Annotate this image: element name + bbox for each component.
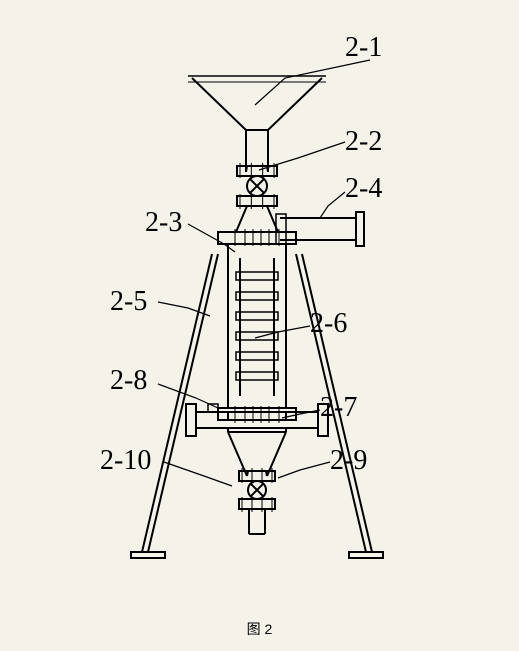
label-2-9: 2-9 — [330, 445, 367, 477]
label-2-5: 2-5 — [110, 286, 147, 318]
label-2-3: 2-3 — [145, 207, 182, 239]
label-2-10: 2-10 — [100, 445, 151, 477]
label-2-7: 2-7 — [320, 392, 357, 424]
figure-caption: 图 2 — [0, 619, 519, 639]
apparatus-diagram — [0, 0, 519, 651]
label-2-8: 2-8 — [110, 365, 147, 397]
label-2-4: 2-4 — [345, 173, 382, 205]
label-2-1: 2-1 — [345, 32, 382, 64]
label-2-6: 2-6 — [310, 308, 347, 340]
label-2-2: 2-2 — [345, 126, 382, 158]
